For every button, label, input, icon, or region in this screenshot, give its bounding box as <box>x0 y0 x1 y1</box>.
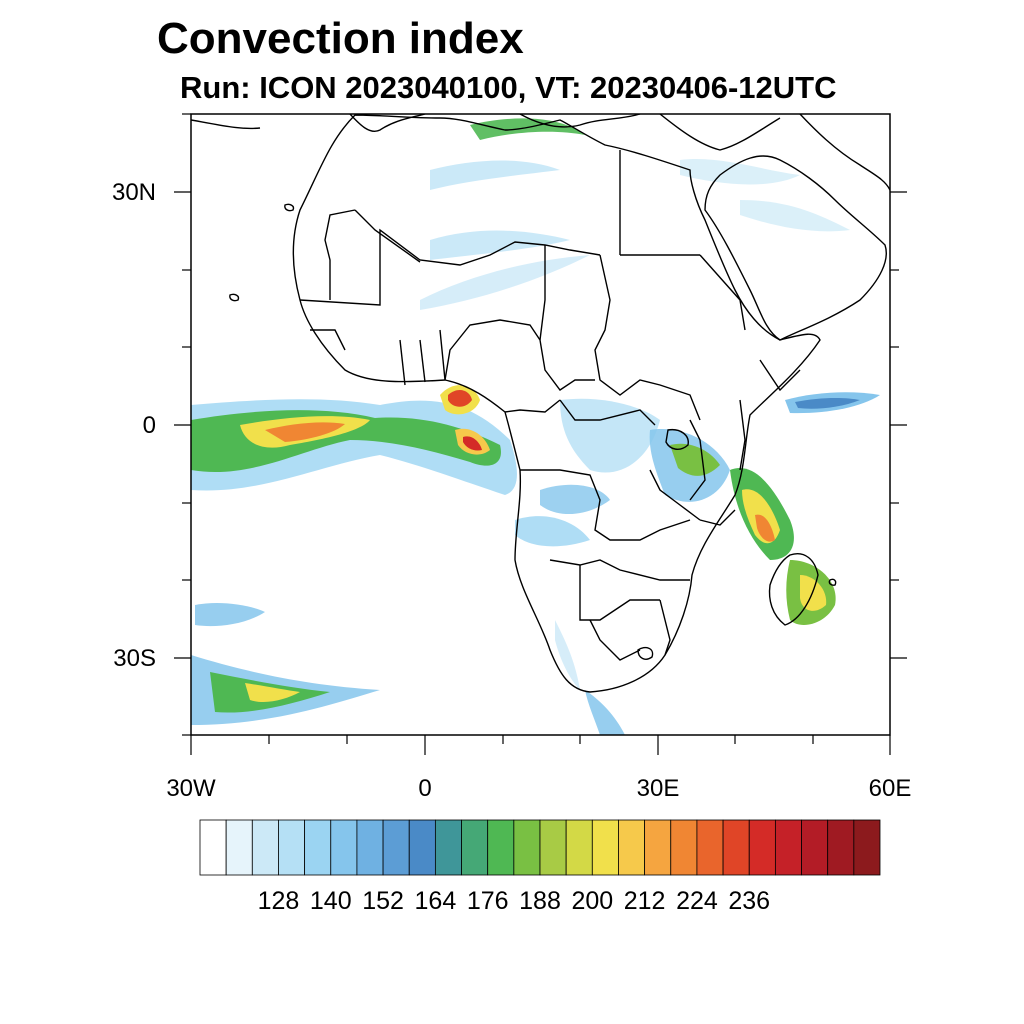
x-tick-label: 60E <box>868 775 912 802</box>
colorbar-label: 200 <box>571 887 614 915</box>
colorbar-swatch <box>408 819 436 876</box>
colorbar-swatch <box>330 819 358 876</box>
colorbar-label: 152 <box>362 887 404 915</box>
colorbar-swatch <box>853 819 881 876</box>
y-tick-label: 0 <box>142 412 156 439</box>
colorbar-swatch <box>827 819 855 876</box>
colorbar-label: 236 <box>728 887 771 915</box>
colorbar-label: 188 <box>519 887 561 915</box>
colorbar-label: 224 <box>676 887 718 915</box>
colorbar-swatch <box>487 819 515 876</box>
convection-field <box>191 118 880 735</box>
axis-ticks <box>174 113 907 755</box>
x-tick-label: 0 <box>418 775 432 802</box>
y-tick-label: 30N <box>111 179 156 206</box>
colorbar-label: 128 <box>257 887 300 915</box>
colorbar-swatch <box>801 819 829 876</box>
chart-title: Convection index <box>157 14 524 63</box>
colorbar-swatch <box>618 819 646 876</box>
colorbar-swatch <box>539 819 567 876</box>
colorbar-swatch <box>748 819 776 876</box>
colorbar-swatch <box>251 819 279 876</box>
colorbar-swatch <box>670 819 698 876</box>
x-tick-label: 30E <box>636 775 680 802</box>
colorbar-swatch <box>644 819 672 876</box>
coastlines <box>191 114 890 693</box>
colorbar-swatch <box>356 819 384 876</box>
colorbar-swatch <box>591 819 619 876</box>
colorbar-label: 212 <box>623 887 666 915</box>
colorbar-swatch <box>461 819 489 876</box>
colorbar-swatch <box>278 819 306 876</box>
colorbar-swatch <box>199 819 227 876</box>
colorbar-label: 164 <box>414 887 457 915</box>
run-subtitle: Run: ICON 2023040100, VT: 20230406-12UTC <box>180 70 837 105</box>
colorbar-swatch <box>382 819 410 876</box>
colorbar <box>199 819 881 876</box>
colorbar-swatch <box>722 819 750 876</box>
colorbar-swatch <box>304 819 332 876</box>
x-tick-label: 30W <box>166 775 216 802</box>
map-area <box>191 114 890 735</box>
colorbar-swatch <box>774 819 802 876</box>
y-tick-label: 30S <box>113 645 156 672</box>
colorbar-swatch <box>696 819 724 876</box>
colorbar-swatch <box>513 819 541 876</box>
colorbar-label: 140 <box>309 887 352 915</box>
colorbar-swatch <box>434 819 462 876</box>
colorbar-label: 176 <box>466 887 509 915</box>
colorbar-swatch <box>225 819 253 876</box>
colorbar-swatch <box>565 819 593 876</box>
